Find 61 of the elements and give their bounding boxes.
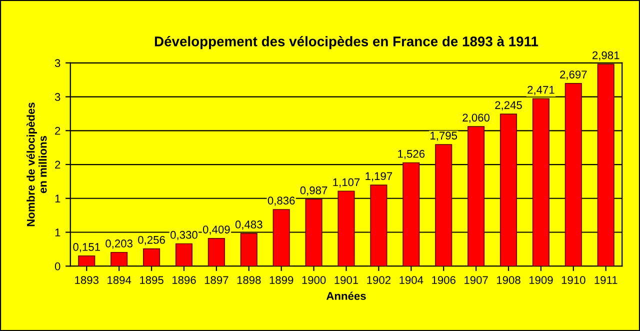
bar (532, 98, 550, 266)
bar (208, 238, 225, 266)
data-label: 0,203 (106, 240, 132, 249)
bar (142, 248, 160, 266)
data-label: 2,245 (495, 101, 522, 110)
data-label: 2,471 (528, 86, 554, 96)
x-tick-label: 1909 (529, 276, 553, 284)
x-tick-label: 1907 (464, 276, 488, 284)
bar (564, 82, 582, 266)
x-tick-label: 1897 (204, 276, 228, 284)
x-tick-label: 1906 (432, 276, 456, 284)
y-tick-label: 3 (54, 93, 60, 101)
bar (305, 198, 322, 266)
bar (175, 243, 193, 266)
data-label: 0,483 (235, 220, 262, 230)
y-tick-label: 3 (54, 59, 60, 68)
y-tick-label: 2 (55, 160, 60, 169)
bar (500, 114, 518, 266)
data-label: 0,330 (170, 230, 198, 240)
data-label: 2,697 (560, 70, 587, 80)
data-label: 0,151 (73, 243, 100, 252)
bar (468, 126, 485, 266)
bar (272, 209, 290, 266)
x-tick-label: 1901 (334, 276, 358, 284)
data-label: 2,060 (462, 114, 490, 123)
bar (597, 64, 614, 266)
x-tick-label: 1895 (140, 276, 164, 284)
y-tick-label: 1 (55, 228, 60, 236)
x-tick-label: 1904 (400, 276, 424, 284)
x-tick-label: 1894 (108, 276, 132, 284)
y-axis-title: Nombre de vélocipèdes en millions (26, 102, 47, 226)
x-tick-label: 1900 (302, 276, 326, 284)
bar (338, 190, 355, 266)
data-label: 1,107 (333, 178, 360, 188)
x-tick-label: 1896 (172, 276, 196, 284)
data-label: 0,409 (202, 226, 230, 235)
x-axis-title: Années (326, 292, 366, 300)
bar (402, 162, 420, 266)
chart-title: Développement des vélocipèdes en France de 1893 à 1911 (154, 36, 538, 50)
x-tick-label: 1908 (496, 276, 520, 284)
bar (78, 255, 96, 266)
x-tick-label: 1911 (594, 276, 618, 284)
data-label: 1,197 (366, 172, 392, 182)
data-label: 2,981 (592, 51, 620, 61)
x-tick-label: 1902 (367, 276, 390, 284)
bar (370, 184, 388, 266)
x-tick-label: 1910 (562, 276, 586, 284)
y-tick-label: 1 (55, 194, 60, 202)
bar (435, 144, 452, 266)
data-label: 0,256 (138, 236, 165, 246)
bar (240, 232, 258, 266)
x-tick-label: 1899 (270, 276, 294, 284)
x-tick-label: 1898 (237, 276, 261, 284)
data-label: 1,526 (398, 150, 425, 160)
data-label: 0,987 (300, 186, 328, 196)
data-label: 1,795 (430, 132, 458, 141)
y-tick-label: 2 (55, 126, 60, 135)
x-tick-label: 1893 (75, 276, 98, 284)
bar (110, 252, 128, 266)
data-label: 0,836 (268, 196, 295, 206)
y-tick-label: 0 (54, 262, 60, 270)
